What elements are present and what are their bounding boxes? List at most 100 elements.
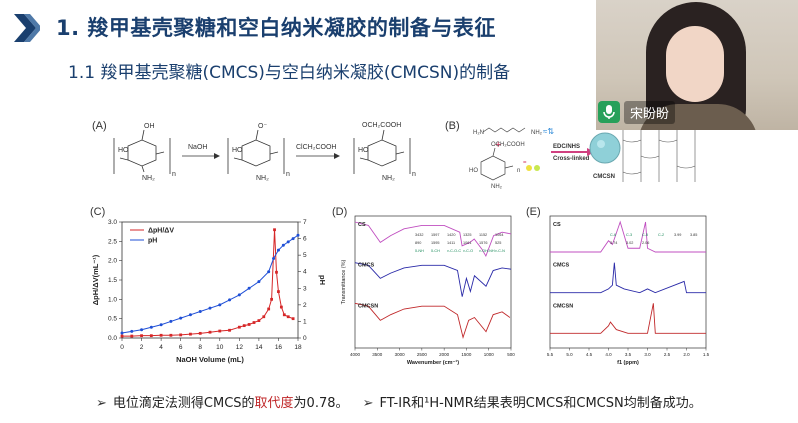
y2-tick-label: 7 <box>303 219 307 226</box>
data-point-dpdv <box>218 329 222 333</box>
data-point-ph <box>198 309 202 313</box>
scheme-a-ho-3: HO <box>358 147 369 154</box>
svg-text:NH₂: NH₂ <box>531 130 543 136</box>
scheme-a-ho-1: HO <box>118 147 129 154</box>
spectrum-cmcs <box>354 262 512 297</box>
data-point-dpdv <box>237 325 241 329</box>
series-label-cmcs: CMCS <box>358 263 375 269</box>
plus-sign: + <box>495 139 501 151</box>
data-point-dpdv <box>282 313 286 317</box>
x-tick-label: 12 <box>236 344 244 351</box>
spectrum-cmcs <box>550 262 706 294</box>
bullet-1-highlight: 取代度 <box>254 396 294 411</box>
x-axis-label: f1 (ppm) <box>617 360 639 366</box>
data-point-ph <box>130 329 134 333</box>
spectrum-cmcsn <box>354 302 511 339</box>
x-tick-label: 5.0 <box>566 352 573 357</box>
peak-annotation: 1597 <box>431 233 439 237</box>
speaker-video[interactable] <box>596 0 798 130</box>
data-point-dpdv <box>159 333 163 337</box>
bullet-marker-2: ➢ <box>362 396 374 411</box>
peak-annotation: ν-OH-NH <box>479 249 495 253</box>
scheme-b-process: Cross-linked <box>553 156 590 162</box>
peak-annotation: ν-C-N <box>495 249 505 253</box>
scheme-a-nh2-2: NH₂ <box>256 175 269 182</box>
data-point-ph <box>276 248 280 252</box>
data-point-ph <box>272 256 276 260</box>
peak-annotation: C-3 <box>626 233 632 237</box>
scheme-b-product: CMCSN <box>593 174 615 180</box>
y-axis-label: Transmittance (%) <box>341 259 347 304</box>
speaker-label: 宋盼盼 <box>598 100 708 124</box>
peak-annotation: 1152 <box>479 233 487 237</box>
data-point-dpdv <box>189 332 192 336</box>
slide-title: 1. 羧甲基壳聚糖和空白纳米凝胶的制备与表征 <box>56 16 496 40</box>
scheme-a-o-minus: O⁻ <box>258 123 267 130</box>
peak-annotation: ν-C-O <box>463 249 473 253</box>
chitosan-structure <box>113 129 171 174</box>
x-tick-label: 4 <box>159 344 163 351</box>
peak-annotation: δ-NH <box>415 249 424 253</box>
diamine-chain <box>482 127 526 133</box>
series-label-cs: CS <box>358 222 366 228</box>
plot-frame <box>354 215 512 349</box>
data-point-ph <box>159 323 163 327</box>
data-point-dpdv <box>252 321 256 324</box>
data-point-dpdv <box>120 334 124 338</box>
series-label-cs: CS <box>553 222 561 228</box>
legend-label-0: ΔpH/ΔV <box>148 228 174 235</box>
peak-annotation: ν-C-O-C <box>447 249 461 253</box>
cmcs-monomer <box>480 147 514 181</box>
data-point-ph <box>296 233 300 237</box>
bullet-marker-1: ➢ <box>96 396 107 411</box>
scheme-a-ho-2: HO <box>232 147 243 154</box>
data-point-ph <box>149 325 153 329</box>
data-point-dpdv <box>262 315 266 319</box>
x-tick-label: 3.0 <box>644 352 651 357</box>
data-point-dpdv <box>198 331 202 335</box>
peak-annotation: C-5 <box>642 233 648 237</box>
spectrum-cs <box>354 221 512 258</box>
data-point-dpdv <box>277 290 280 293</box>
x-axis-label: NaOH Volume (mL) <box>176 355 244 364</box>
bullet-1-suffix: 为0.78。 <box>293 396 349 411</box>
data-point-dpdv <box>149 334 153 338</box>
x-tick-label: 18 <box>294 344 302 351</box>
panel-label-d: (D) <box>332 206 348 218</box>
x-tick-label: 1.5 <box>703 352 710 357</box>
x-tick-label: 3000 <box>395 352 406 357</box>
y-tick-label: 1.5 <box>108 277 117 284</box>
data-point-ph <box>291 237 295 241</box>
data-point-dpdv <box>273 228 276 232</box>
data-point-ph <box>247 286 251 290</box>
data-point-ph <box>140 328 144 332</box>
data-point-dpdv <box>267 307 271 311</box>
scheme-b-ho: HO <box>469 168 478 174</box>
data-point-dpdv <box>208 330 212 334</box>
data-point-ph <box>228 298 232 302</box>
x-tick-label: 2.0 <box>683 352 690 357</box>
data-point-ph <box>208 306 212 310</box>
x-tick-label: 14 <box>255 344 263 351</box>
titration-chart: 0 2 4 6 8 10 12 14 16 180.00.51.01.52.02.53.00123… <box>91 219 327 364</box>
peak-annotation: 1420 <box>447 233 455 237</box>
panel-label-c: (C) <box>90 206 106 218</box>
y-tick-label: 2.0 <box>108 258 117 265</box>
svg-text:n: n <box>517 168 520 174</box>
scheme-a-oh: OH <box>144 123 155 130</box>
x-tick-label: 4.5 <box>586 352 593 357</box>
peak-annotation: 3.85 <box>690 233 697 237</box>
x-tick-label: 4.0 <box>605 352 612 357</box>
y2-tick-label: 2 <box>303 302 307 309</box>
peak-annotation: 1061 <box>463 241 471 245</box>
peak-annotation: C-2 <box>658 233 664 237</box>
ftir-chart: 4000 3500 3000 2500 2000 1500 1000 500 Wavenumbe… <box>341 215 515 366</box>
microphone-icon <box>598 101 620 123</box>
y-tick-label: 2.5 <box>108 238 117 245</box>
svg-text:=: = <box>523 160 527 166</box>
y2-axis-label: pH <box>318 275 327 285</box>
x-tick-label: 10 <box>216 344 224 351</box>
scheme-b-reagent: EDC/NHS <box>553 144 580 150</box>
data-point-ph <box>179 316 183 320</box>
peak-annotation: 1064 <box>495 233 503 237</box>
